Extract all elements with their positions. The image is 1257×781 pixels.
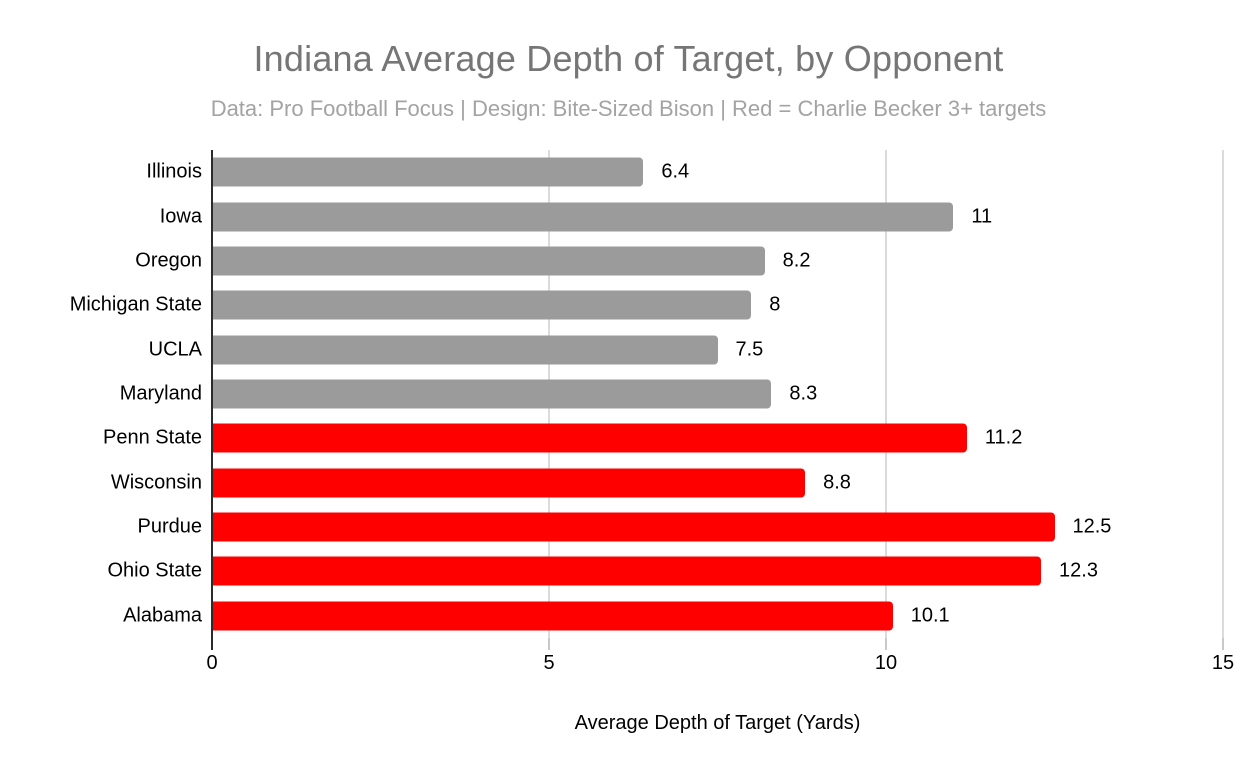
value-label: 8	[769, 293, 781, 316]
plot-area: 0 5 10 15 Illinois 6.4 Iowa 11 Oregon 8.2 Michiga…	[70, 150, 1234, 674]
category-label: Michigan State	[69, 293, 202, 316]
x-axis-tick-label-0: 0	[206, 652, 218, 674]
category-label: Penn State	[103, 426, 202, 449]
bar-row-ohio-state: Ohio State 12.3	[107, 549, 1223, 593]
gridline-15	[1222, 150, 1224, 638]
x-axis-tick-label-10: 10	[874, 652, 898, 674]
bar	[212, 290, 752, 320]
bar-row-maryland: Maryland 8.3	[120, 372, 1223, 416]
value-label: 8.8	[823, 471, 851, 494]
bar	[212, 246, 765, 276]
value-label: 6.4	[661, 160, 690, 183]
category-label: UCLA	[148, 338, 202, 361]
bar	[212, 601, 893, 631]
bar	[212, 512, 1055, 542]
bar-row-ucla: UCLA 7.5	[149, 327, 1223, 371]
category-label: Purdue	[137, 515, 203, 538]
bar-row-purdue: Purdue 12.5	[138, 505, 1223, 549]
category-label: Iowa	[159, 205, 202, 228]
bar-row-wisconsin: Wisconsin 8.8	[111, 461, 1223, 505]
x-axis-tick-15	[1222, 638, 1224, 650]
bar	[212, 335, 718, 365]
category-label: Alabama	[123, 604, 202, 627]
x-axis-tick-10	[885, 638, 887, 650]
category-label: Illinois	[146, 160, 202, 183]
x-axis-tick-0	[211, 638, 213, 650]
bar	[212, 157, 644, 187]
bar	[212, 556, 1042, 586]
category-label: Maryland	[119, 382, 202, 405]
chart-title: Indiana Average Depth of Target, by Oppo…	[253, 38, 1004, 79]
bar-row-iowa: Iowa 11	[160, 194, 1223, 238]
bar	[212, 379, 772, 409]
value-label: 12.3	[1059, 559, 1098, 582]
value-label: 10.1	[910, 604, 950, 627]
bar-row-oregon: Oregon 8.2	[135, 239, 1223, 283]
value-label: 11.2	[984, 426, 1023, 449]
category-label: Oregon	[135, 249, 202, 272]
value-label: 12.5	[1072, 515, 1112, 538]
bar-rows-layer: Illinois 6.4 Iowa 11 Oregon 8.2 Michigan State…	[70, 150, 1223, 638]
x-axis-tick-label-5: 5	[543, 652, 555, 674]
x-axis-tick-label-15: 15	[1211, 652, 1235, 674]
category-label: Wisconsin	[110, 471, 202, 494]
bar-row-illinois: Illinois 6.4	[146, 150, 1223, 194]
bar	[212, 468, 806, 498]
x-axis-title: Average Depth of Target (Yards)	[574, 712, 861, 734]
value-label: 11	[971, 205, 993, 228]
bar	[212, 202, 954, 232]
category-label: Ohio State	[107, 559, 202, 582]
bar	[212, 423, 967, 453]
bar-row-alabama: Alabama 10.1	[123, 594, 1223, 638]
y-axis-baseline	[211, 150, 213, 638]
bar-row-michigan-state: Michigan State 8	[70, 283, 1223, 327]
value-label: 7.5	[735, 338, 764, 361]
gridline-10	[885, 150, 887, 638]
value-label: 8.3	[789, 382, 818, 405]
x-axis-tick-5	[548, 638, 550, 650]
chart-subtitle: Data: Pro Football Focus | Design: Bite-…	[210, 96, 1047, 121]
bar-row-penn-state: Penn State 11.2	[103, 416, 1223, 460]
value-label: 8.2	[782, 249, 811, 272]
